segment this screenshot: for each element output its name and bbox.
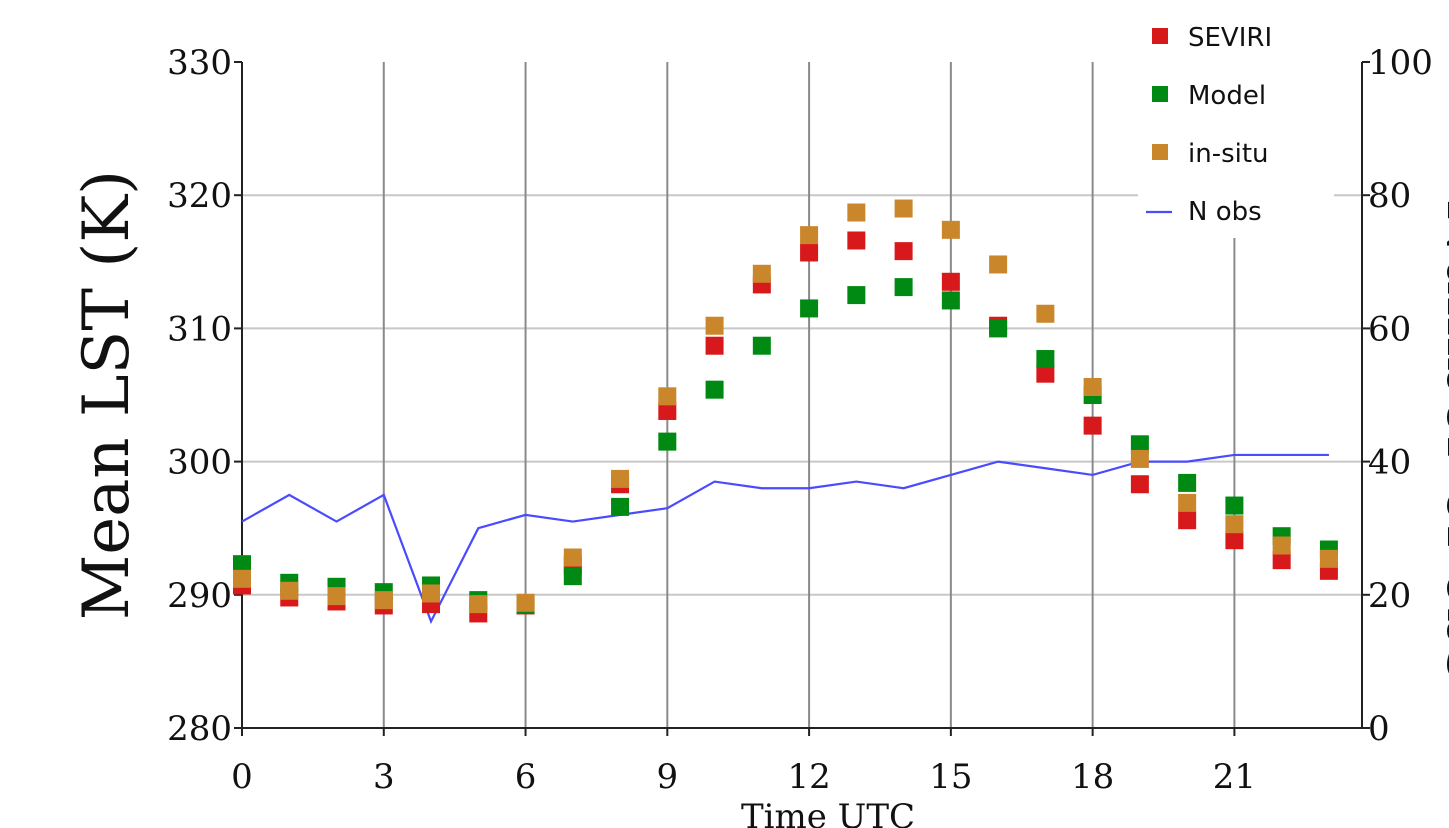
y2-tick-label: 20 bbox=[1368, 576, 1411, 616]
x-tick-label: 9 bbox=[656, 757, 678, 797]
legend-label-in-situ: in-situ bbox=[1188, 139, 1269, 169]
seviri-point bbox=[1083, 416, 1102, 435]
y-axis-label: Mean LST (K) bbox=[70, 170, 144, 620]
legend-swatch-seviri bbox=[1152, 28, 1168, 44]
points bbox=[233, 199, 1338, 623]
y2-tick-label: 0 bbox=[1368, 709, 1390, 749]
in-situ-point bbox=[280, 581, 299, 600]
in-situ-point bbox=[941, 220, 960, 239]
x-tick-label: 12 bbox=[787, 757, 830, 797]
x-axis-label: Time UTC bbox=[741, 797, 915, 828]
seviri-point bbox=[800, 243, 819, 262]
model-point bbox=[1178, 473, 1197, 492]
in-situ-point bbox=[327, 587, 346, 606]
y2-tick-label: 100 bbox=[1368, 43, 1433, 83]
legend-label-model: Model bbox=[1188, 81, 1266, 111]
legend-swatch-model bbox=[1152, 86, 1168, 102]
in-situ-point bbox=[1319, 549, 1338, 568]
in-situ-point bbox=[374, 591, 393, 610]
legend-label-seviri: SEVIRI bbox=[1188, 23, 1272, 53]
x-tick-label: 6 bbox=[515, 757, 537, 797]
x-tick-label: 18 bbox=[1071, 757, 1114, 797]
model-point bbox=[894, 278, 913, 297]
in-situ-point bbox=[989, 255, 1008, 274]
y2-tick-label: 80 bbox=[1368, 176, 1411, 216]
y-tick-label: 290 bbox=[167, 576, 232, 616]
in-situ-point bbox=[516, 593, 535, 612]
tick-labels: 280 290 300 310 320 330 0 20 40 60 80 100 0 3 6 9 12 15 18… bbox=[167, 43, 1433, 797]
x-tick-label: 0 bbox=[231, 757, 253, 797]
seviri-point bbox=[658, 401, 677, 420]
y2-tick-label: 60 bbox=[1368, 309, 1411, 349]
in-situ-point bbox=[469, 595, 488, 614]
model-point bbox=[658, 432, 677, 451]
seviri-point bbox=[1130, 475, 1149, 494]
x-tick-label: 21 bbox=[1213, 757, 1256, 797]
in-situ-point bbox=[233, 569, 251, 588]
seviri-point bbox=[847, 231, 866, 250]
model-point bbox=[1036, 350, 1055, 369]
in-situ-point bbox=[752, 264, 771, 283]
axes bbox=[234, 61, 1370, 736]
in-situ-point bbox=[1225, 515, 1244, 534]
x-tick-label: 15 bbox=[929, 757, 972, 797]
in-situ-point bbox=[1178, 493, 1197, 512]
y-tick-label: 310 bbox=[167, 309, 232, 349]
in-situ-point bbox=[422, 584, 441, 603]
in-situ-point bbox=[1130, 449, 1149, 468]
in-situ-point bbox=[611, 469, 630, 488]
model-point bbox=[800, 299, 819, 318]
model-point bbox=[752, 336, 771, 355]
y-tick-label: 280 bbox=[167, 709, 232, 749]
model-point bbox=[989, 319, 1008, 338]
nobs-line bbox=[241, 453, 1329, 625]
model-point bbox=[233, 555, 251, 574]
in-situ-point bbox=[894, 199, 913, 218]
in-situ-point bbox=[800, 226, 819, 245]
in-situ-point bbox=[1272, 536, 1291, 555]
legend-swatch-in-situ bbox=[1152, 144, 1168, 160]
in-situ-point bbox=[563, 548, 582, 567]
in-situ-point bbox=[847, 203, 866, 222]
seviri-point bbox=[941, 272, 960, 291]
in-situ-point bbox=[658, 387, 677, 406]
seviri-point bbox=[1036, 364, 1055, 383]
y2-axis-label: Number of obs bbox=[1432, 199, 1449, 682]
model-point bbox=[611, 497, 630, 516]
y-tick-label: 300 bbox=[167, 443, 232, 483]
model-point bbox=[1130, 435, 1149, 454]
model-point bbox=[563, 567, 582, 586]
in-situ-point bbox=[1083, 378, 1102, 397]
seviri-point bbox=[1272, 551, 1291, 570]
in-situ-point bbox=[705, 316, 724, 335]
y-tick-label: 330 bbox=[167, 43, 232, 83]
legend-label-n-obs: N obs bbox=[1188, 197, 1262, 227]
nobs-series bbox=[241, 453, 1329, 625]
seviri-point bbox=[1178, 511, 1197, 530]
seviri-point bbox=[894, 242, 913, 261]
model-point bbox=[941, 291, 960, 310]
model-point bbox=[705, 380, 724, 399]
legend: SEVIRI Model in-situ N obs bbox=[1138, 14, 1334, 238]
y-tick-label: 320 bbox=[167, 176, 232, 216]
y2-tick-label: 40 bbox=[1368, 443, 1411, 483]
x-tick-label: 3 bbox=[373, 757, 395, 797]
seviri-point bbox=[1225, 531, 1244, 550]
in-situ-point bbox=[1036, 304, 1055, 323]
legend-background bbox=[1138, 14, 1334, 238]
seviri-point bbox=[705, 336, 724, 355]
model-point bbox=[847, 286, 866, 305]
model-point bbox=[1225, 496, 1244, 515]
